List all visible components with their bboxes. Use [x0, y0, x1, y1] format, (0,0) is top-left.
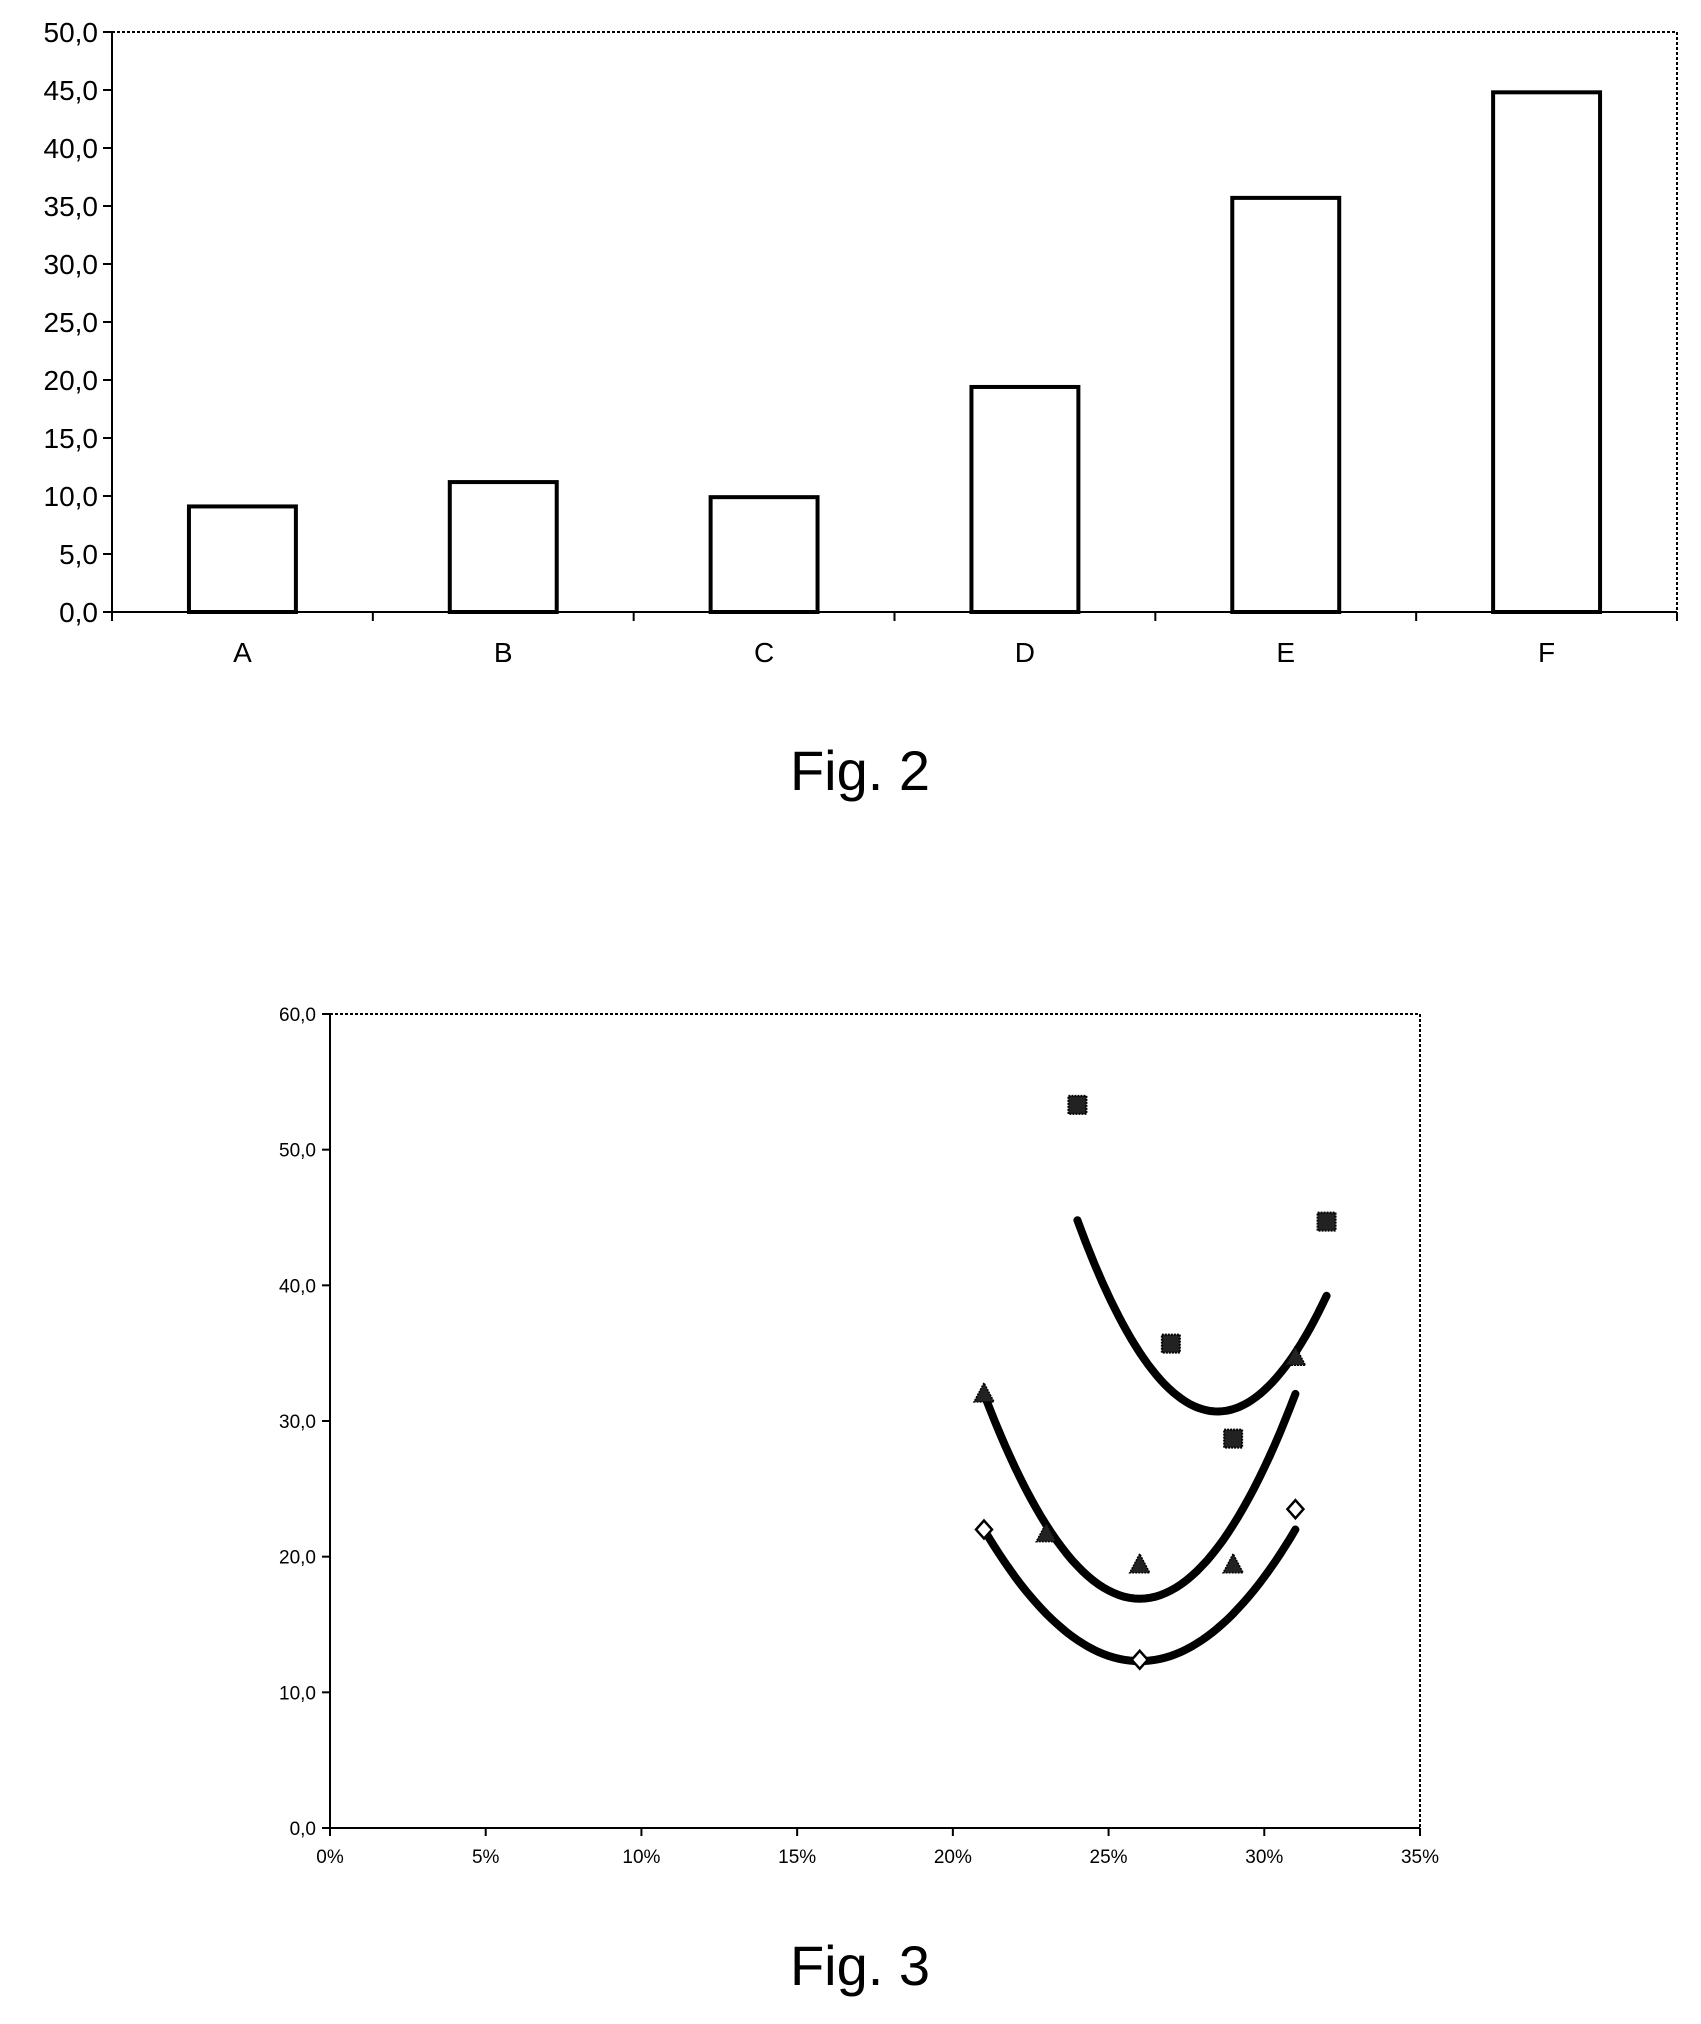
fig3-point-triangle — [1128, 1552, 1151, 1574]
fig3-point-square — [1223, 1428, 1244, 1449]
fig2-plot-frame — [111, 31, 1678, 613]
fig3-x-axis: 0% 5% 10% 15% 20% 25% 30% 35% — [316, 1827, 1439, 1868]
fig3-point-square — [1067, 1094, 1088, 1115]
fig2-y-tick-label: 15,0 — [44, 423, 99, 454]
fig2-y-tick-label: 45,0 — [44, 75, 99, 106]
fig3-y-tick-label: 10,0 — [279, 1683, 316, 1704]
fig3-x-tick-label: 0% — [316, 1847, 344, 1868]
fig3-x-tick-label: 15% — [778, 1847, 816, 1868]
fig2-bar-chart: 0,0 5,0 10,0 15,0 20,0 25,0 30,0 35,0 40,0 45,0 50… — [44, 17, 1678, 802]
fig3-caption: Fig. 3 — [790, 1934, 930, 1997]
fig2-bar-B — [447, 480, 559, 614]
fig2-y-axis: 0,0 5,0 10,0 15,0 20,0 25,0 30,0 35,0 40,0 45,0 50… — [44, 17, 113, 628]
fig3-y-tick-label: 0,0 — [290, 1819, 316, 1840]
fig3-x-tick-label: 20% — [934, 1847, 972, 1868]
fig3-trendlines — [980, 1216, 1331, 1666]
fig2-x-tick-label: C — [754, 637, 774, 668]
fig3-y-tick-label: 60,0 — [279, 1005, 316, 1026]
fig2-caption: Fig. 2 — [790, 739, 930, 802]
fig2-x-tick-label: B — [494, 637, 513, 668]
fig3-scatter-chart: 0,0 10,0 20,0 30,0 40,0 50,0 60,0 0% 5% 10% 15% 20… — [279, 1005, 1439, 1997]
fig3-y-tick-label: 40,0 — [279, 1276, 316, 1297]
fig2-bar-E — [1230, 195, 1342, 614]
fig2-x-axis: A B C D E F — [111, 611, 1678, 668]
fig3-y-tick-label: 20,0 — [279, 1548, 316, 1569]
fig2-bar-D — [969, 384, 1081, 614]
fig3-point-diamond — [974, 1518, 994, 1541]
fig2-y-tick-label: 20,0 — [44, 365, 99, 396]
fig3-y-axis: 0,0 10,0 20,0 30,0 40,0 50,0 60,0 — [279, 1005, 331, 1840]
fig2-x-tick-label: F — [1538, 637, 1555, 668]
fig3-x-tick-label: 25% — [1090, 1847, 1128, 1868]
fig3-x-tick-label: 5% — [472, 1847, 500, 1868]
fig3-y-tick-label: 50,0 — [279, 1141, 316, 1162]
fig2-y-tick-label: 40,0 — [44, 133, 99, 164]
fig2-y-tick-label: 0,0 — [59, 597, 98, 628]
fig2-bar-F — [1491, 90, 1603, 614]
fig2-y-tick-label: 30,0 — [44, 249, 99, 280]
fig3-point-square — [1160, 1333, 1181, 1354]
fig2-bars — [186, 90, 1603, 614]
fig3-x-tick-label: 35% — [1401, 1847, 1439, 1868]
fig3-point-triangle — [1035, 1520, 1058, 1543]
fig3-point-triangle — [972, 1381, 996, 1403]
fig3-point-diamond — [1285, 1498, 1306, 1521]
fig2-bar-A — [186, 504, 298, 614]
fig2-y-tick-label: 35,0 — [44, 191, 99, 222]
fig2-x-tick-label: E — [1276, 637, 1295, 668]
fig3-point-square — [1316, 1211, 1337, 1232]
fig2-y-tick-label: 10,0 — [44, 481, 99, 512]
fig3-y-tick-label: 30,0 — [279, 1412, 316, 1433]
fig2-x-tick-label: D — [1015, 637, 1035, 668]
fig3-trendline-square — [1073, 1216, 1331, 1416]
fig3-points — [972, 1094, 1337, 1671]
fig2-y-tick-label: 5,0 — [59, 539, 98, 570]
fig2-x-tick-label: A — [233, 637, 252, 668]
fig3-point-diamond — [1130, 1648, 1150, 1671]
fig3-x-tick-label: 10% — [622, 1847, 660, 1868]
fig2-y-tick-label: 25,0 — [44, 307, 99, 338]
fig3-trendline-triangle — [980, 1389, 1300, 1603]
fig3-plot-frame — [329, 1013, 1421, 1829]
fig3-x-tick-label: 30% — [1245, 1847, 1283, 1868]
fig3-point-triangle — [1284, 1344, 1307, 1366]
fig2-y-tick-label: 50,0 — [44, 17, 99, 48]
fig3-point-triangle — [1221, 1552, 1245, 1574]
fig2-bar-C — [708, 495, 820, 614]
